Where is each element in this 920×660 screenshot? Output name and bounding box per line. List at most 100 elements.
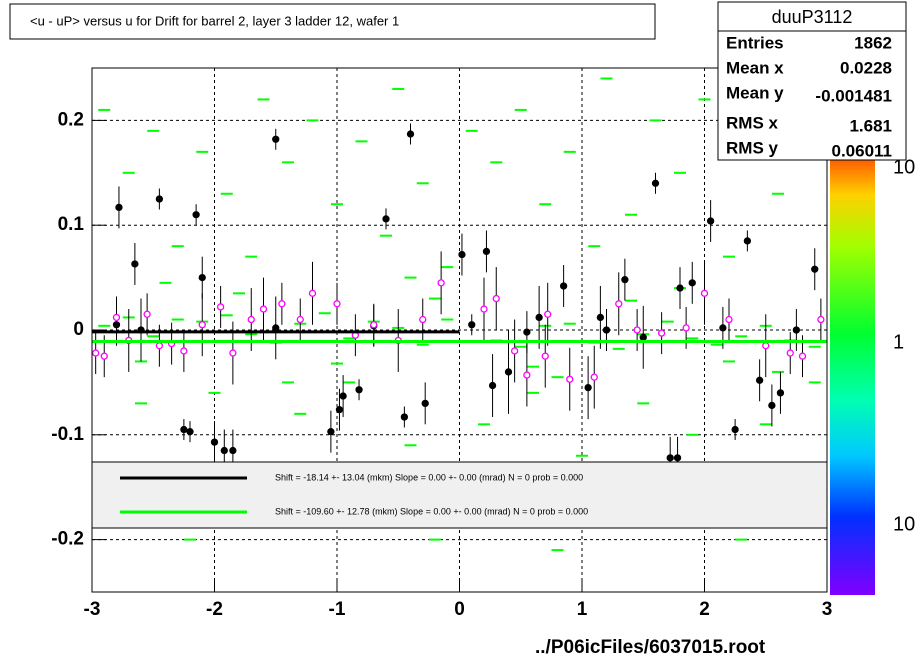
point (259, 305, 268, 313)
hist-cell (98, 108, 111, 111)
point (492, 294, 500, 303)
point (510, 347, 519, 355)
hist-cell (318, 312, 331, 315)
point (192, 211, 200, 219)
hist-cell (257, 98, 270, 101)
hist-cell (220, 192, 233, 195)
x-tick-label: 3 (822, 599, 833, 620)
hist-cell (576, 454, 588, 457)
point (688, 279, 696, 287)
hist-cell (735, 335, 748, 338)
point (817, 315, 825, 324)
hist-cell (171, 245, 184, 248)
x-tick-label: 1 (577, 599, 588, 620)
hist-cell (625, 213, 637, 216)
point (559, 282, 568, 290)
hist-cell (772, 192, 784, 195)
point (419, 315, 427, 324)
stats-box (717, 1, 907, 161)
point (370, 321, 378, 329)
stat-value: 0.06011 (831, 141, 892, 160)
hist-cell (772, 370, 784, 373)
point (437, 279, 445, 287)
stat-value: -0.001481 (815, 86, 892, 105)
hist-cell (674, 171, 686, 174)
hist-cell (429, 297, 441, 300)
hist-cell (710, 343, 723, 346)
point (229, 349, 237, 357)
hist-cell (404, 444, 417, 447)
hist-cell (147, 335, 160, 338)
hist-cell (441, 318, 454, 321)
hist-cell (723, 255, 735, 258)
y-tick-label: -0.2 (51, 529, 84, 550)
stat-label: Entries (726, 33, 784, 52)
stat-value: 1.681 (849, 116, 892, 135)
point (112, 313, 121, 322)
hist-cell (98, 324, 111, 327)
hist-cell (759, 423, 772, 426)
hist-cell (208, 391, 221, 394)
point (596, 313, 605, 322)
legend-label: Shift = -18.14 +- 13.04 (mkm) Slope = 0.… (275, 472, 583, 482)
hist-cell (282, 381, 294, 384)
hist-cell (637, 402, 650, 405)
point (731, 425, 739, 434)
hist-cell (441, 266, 454, 269)
point (335, 405, 344, 414)
hist-cell (220, 314, 233, 317)
hist-cell (343, 337, 356, 340)
x-tick-label: -3 (84, 599, 101, 620)
chart-title: <u - uP> versus u for Drift for barrel 2… (30, 13, 399, 28)
hist-cell (686, 433, 699, 436)
point (523, 371, 531, 379)
hist-cell (661, 320, 674, 323)
palette-label: 10 (893, 156, 915, 178)
hist-cell (625, 299, 637, 302)
palette-label: 10 (893, 513, 915, 535)
stat-label: Mean x (726, 58, 784, 77)
legend (91, 461, 828, 529)
hist-cell (514, 345, 527, 348)
point (155, 195, 164, 203)
hist-cell (135, 402, 147, 405)
x-tick-label: 0 (454, 599, 465, 620)
hist-cell (551, 549, 564, 552)
point (458, 250, 466, 259)
point (535, 313, 543, 322)
point (566, 375, 574, 383)
stat-value: 1862 (854, 33, 892, 52)
hist-cell (171, 318, 184, 321)
x-tick-label: 2 (699, 599, 710, 620)
point (544, 310, 552, 318)
hist-cell (551, 376, 564, 379)
point (786, 349, 794, 357)
hist-cell (196, 150, 209, 153)
point (131, 260, 139, 268)
point (210, 438, 219, 446)
hist-cell (808, 381, 821, 384)
point (198, 273, 206, 282)
point (400, 413, 409, 421)
point (278, 300, 286, 308)
hist-cell (184, 538, 196, 541)
hist-cell (331, 203, 343, 206)
hist-cell (612, 347, 625, 350)
point (143, 310, 151, 318)
point (590, 373, 598, 381)
hist-cell (122, 171, 135, 174)
point (602, 326, 611, 334)
stat-value: 0.0228 (840, 58, 892, 77)
point (488, 381, 497, 390)
hist-cell (392, 87, 405, 90)
point (682, 324, 690, 332)
hist-cell (147, 129, 160, 132)
point (755, 376, 764, 384)
hist-cell (416, 343, 429, 346)
hist-cell (282, 161, 294, 164)
hist-cell (649, 119, 662, 122)
hist-cell (588, 245, 601, 248)
point (272, 324, 280, 332)
point (768, 401, 776, 410)
hist-cell (698, 98, 711, 101)
